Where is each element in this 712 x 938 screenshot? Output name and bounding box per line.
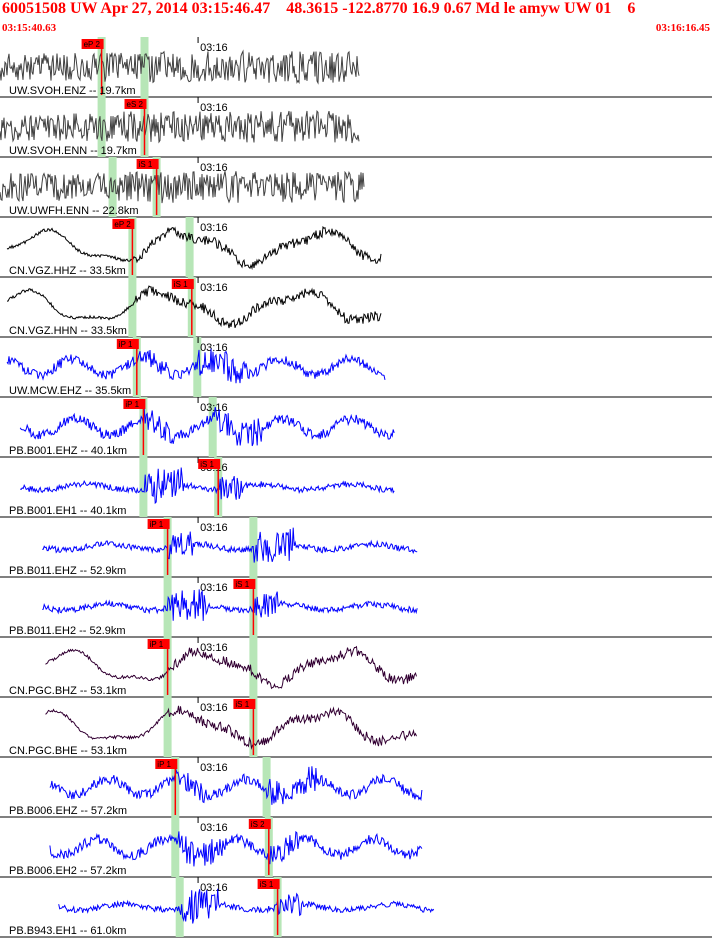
trace-label: UW.SVOH.ENN -- 19.7km xyxy=(9,145,137,157)
trace-label: CN.PGC.BHE -- 53.1km xyxy=(9,745,127,757)
pick-flag xyxy=(233,579,256,589)
trace-label: PB.B006.EH2 -- 57.2km xyxy=(9,865,126,877)
phase-band xyxy=(185,217,194,277)
waveform-trace xyxy=(49,766,423,805)
trace-label: UW.MCW.EHZ -- 35.5km xyxy=(9,385,131,397)
pick-label: iP 1 xyxy=(119,340,133,349)
waveform-trace xyxy=(19,406,395,447)
waveform-trace xyxy=(6,225,382,271)
phase-band xyxy=(108,157,117,217)
time-tick-label: 03:16 xyxy=(200,42,228,54)
phase-band xyxy=(208,397,217,457)
time-tick-label: 03:16 xyxy=(200,762,228,774)
waveform-trace xyxy=(49,830,423,867)
time-tick-label: 03:16 xyxy=(200,342,228,354)
window-end-time: 03:16:16.45 xyxy=(655,22,710,34)
trace-label: PB.B001.EH1 -- 40.1km xyxy=(9,505,126,517)
pick-label: iS 1 xyxy=(174,280,188,289)
phase-band xyxy=(262,757,271,817)
time-tick-label: 03:16 xyxy=(200,282,228,294)
pick-flag xyxy=(171,279,194,289)
pick-flag xyxy=(147,519,170,529)
phase-band xyxy=(163,697,172,757)
pick-flag xyxy=(112,219,135,229)
time-tick-label: 03:16 xyxy=(200,642,228,654)
waveform-trace xyxy=(7,285,382,329)
pick-label: eS 2 xyxy=(127,100,144,109)
waveform-trace xyxy=(6,348,386,384)
phase-band xyxy=(139,457,148,517)
time-tick-label: 03:16 xyxy=(200,162,228,174)
pick-label: iP 1 xyxy=(125,400,139,409)
waveform-trace xyxy=(58,888,435,924)
pick-flag xyxy=(198,459,221,469)
pick-label: iS 1 xyxy=(200,460,214,469)
trace-label: PB.B006.EHZ -- 57.2km xyxy=(9,805,127,817)
trace-label: CN.PGC.BHZ -- 53.1km xyxy=(9,685,126,697)
pick-label: iP 1 xyxy=(150,640,164,649)
pick-flag xyxy=(155,759,178,769)
event-header: 60051508 UW Apr 27, 2014 03:15:46.47 48.… xyxy=(0,0,712,37)
pick-flag xyxy=(116,339,139,349)
trace-label: PB.B011.EHZ -- 52.9km xyxy=(9,565,126,577)
waveform-trace xyxy=(0,170,365,204)
waveform-trace xyxy=(45,705,417,750)
pick-label: iS 1 xyxy=(235,700,249,709)
pick-label: iS 2 xyxy=(251,820,265,829)
phase-band xyxy=(249,637,258,697)
waveform-trace xyxy=(42,527,418,563)
phase-band xyxy=(97,97,106,157)
trace-label: CN.VGZ.HHN -- 33.5km xyxy=(9,325,127,337)
time-tick-label: 03:16 xyxy=(200,822,228,834)
pick-flag xyxy=(233,699,256,709)
time-tick-label: 03:16 xyxy=(200,522,228,534)
pick-flag xyxy=(81,39,104,49)
pick-label: iP 1 xyxy=(157,760,171,769)
pick-label: iS 1 xyxy=(260,880,274,889)
event-title: 60051508 UW Apr 27, 2014 03:15:46.47 48.… xyxy=(2,0,636,17)
trace-label: UW.SVOH.ENZ -- 19.7km xyxy=(9,85,136,97)
pick-label: iP 1 xyxy=(150,520,164,529)
pick-label: iS 1 xyxy=(235,580,249,589)
pick-flag xyxy=(147,639,170,649)
pick-flag xyxy=(248,819,271,829)
waveform-trace xyxy=(20,467,395,505)
waveform-trace xyxy=(0,49,360,85)
time-tick-label: 03:16 xyxy=(200,702,228,714)
pick-flag xyxy=(124,99,147,109)
trace-label: PB.B001.EHZ -- 40.1km xyxy=(9,445,127,457)
waveform-trace xyxy=(45,645,417,690)
pick-label: eP 2 xyxy=(114,220,131,229)
pick-flag xyxy=(257,879,280,889)
trace-label: PB.B943.EH1 -- 61.0km xyxy=(9,925,126,937)
trace-label: CN.VGZ.HHZ -- 33.5km xyxy=(9,265,126,277)
waveform-trace xyxy=(0,110,360,144)
waveform-trace xyxy=(42,589,418,621)
trace-label: PB.B011.EH2 -- 52.9km xyxy=(9,625,126,637)
phase-band xyxy=(128,277,137,337)
time-tick-label: 03:16 xyxy=(200,402,228,414)
phase-band xyxy=(175,877,184,937)
trace-label: UW.UWFH.ENN -- 22.8km xyxy=(9,205,139,217)
pick-flag xyxy=(136,159,159,169)
phase-band xyxy=(171,817,180,877)
time-tick-label: 03:16 xyxy=(200,102,228,114)
window-start-time: 03:15:40.63 xyxy=(2,22,57,34)
time-tick-label: 03:16 xyxy=(200,882,228,894)
time-tick-label: 03:16 xyxy=(200,222,228,234)
pick-label: iS 1 xyxy=(139,160,153,169)
pick-flag xyxy=(123,399,146,409)
time-tick-label: 03:16 xyxy=(200,582,228,594)
pick-label: eP 2 xyxy=(84,40,101,49)
